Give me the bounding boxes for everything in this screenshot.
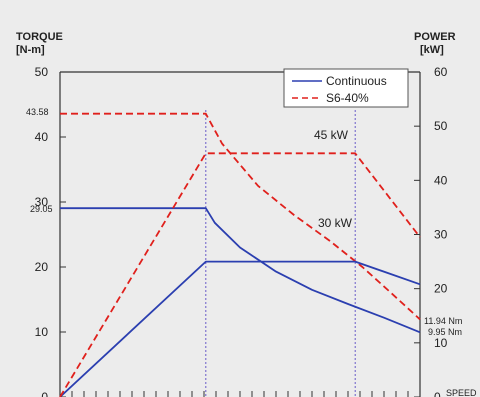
left-tick-label: 40 [35, 130, 49, 144]
right-axis-title-1: POWER [414, 31, 456, 43]
cont-torque-label: 29.05 [30, 204, 53, 214]
legend: Continuous S6-40% [283, 68, 409, 108]
right-tick-label: 30 [434, 228, 448, 242]
legend-label-continuous: Continuous [326, 74, 387, 88]
legend-box [283, 68, 409, 108]
right-tick-label: 20 [434, 282, 448, 296]
s6-torque-label: 43.58 [26, 107, 49, 117]
left-tick-label: 50 [35, 65, 49, 79]
left-axis-title-1: TORQUE [16, 31, 63, 43]
right-tick-label: 10 [434, 336, 448, 350]
right-axis-title-2: [kW] [420, 44, 444, 56]
right-tick-label: 50 [434, 119, 448, 133]
s6-end-torque-label: 11.94 Nm [424, 316, 462, 326]
right-tick-label: 0 [434, 390, 441, 397]
left-tick-label: 10 [35, 325, 49, 339]
right-tick-label: 40 [434, 173, 448, 187]
s6-40-torque-line [60, 112, 421, 321]
x-axis-label: SPEED [446, 388, 477, 397]
right-tick-label: 60 [434, 65, 448, 79]
left-axis-title-2: [N-m] [16, 44, 45, 56]
continuous-power-line [59, 260, 421, 397]
s6-power-label: 45 kW [314, 128, 349, 142]
cont-end-torque-label: 9.95 Nm [428, 327, 462, 337]
left-tick-label: 0 [41, 390, 48, 397]
continuous-torque-line [60, 207, 421, 334]
legend-label-s6: S6-40% [326, 91, 369, 105]
left-tick-label: 30 [35, 195, 49, 209]
left-tick-label: 20 [35, 260, 49, 274]
s6-40-power-line [59, 152, 421, 397]
cont-power-label: 30 kW [318, 216, 353, 230]
